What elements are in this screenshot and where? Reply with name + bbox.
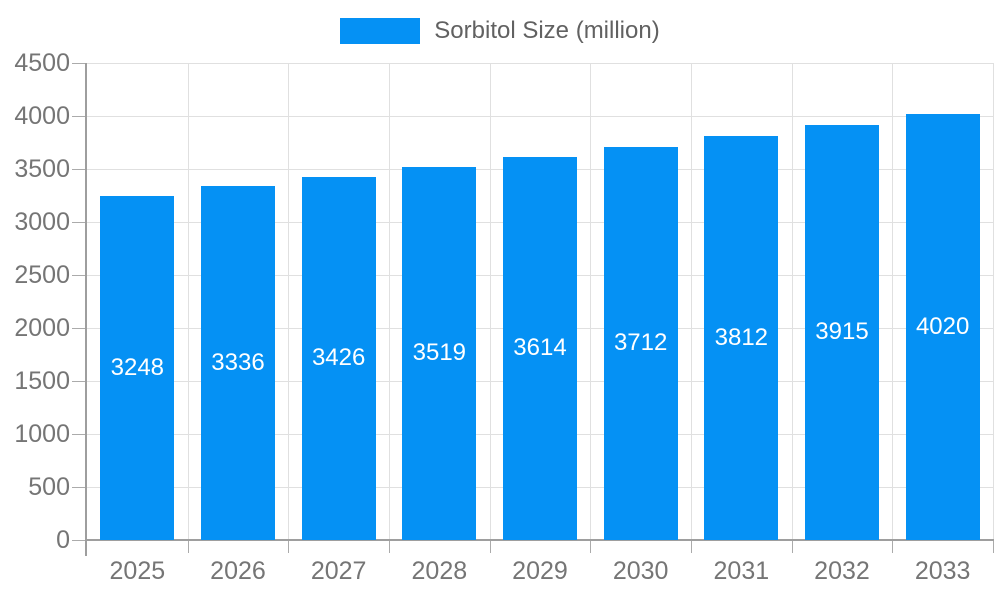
bar: 3812 [704, 135, 779, 540]
bar-value-label: 3519 [412, 339, 467, 367]
bar: 3614 [503, 156, 577, 540]
bar-value-label: 3336 [211, 349, 265, 377]
gridline-vertical [691, 63, 692, 540]
y-axis-tick [72, 540, 87, 541]
y-axis-label: 4500 [14, 49, 70, 77]
x-axis-tick [489, 540, 491, 553]
bar-value-label: 3915 [815, 318, 869, 346]
y-axis-label: 2000 [14, 314, 70, 342]
y-axis-tick [72, 222, 87, 223]
y-axis-label: 3000 [14, 208, 70, 236]
y-axis-tick [72, 487, 87, 488]
y-axis-label: 1000 [14, 420, 70, 448]
bar-value-label: 3248 [110, 353, 165, 381]
x-axis-label: 2032 [814, 557, 870, 585]
x-axis-label: 2026 [210, 557, 266, 585]
bar-value-label: 3812 [714, 323, 769, 351]
y-axis-label: 4000 [14, 102, 70, 130]
bar: 3519 [402, 166, 477, 540]
x-axis-tick [892, 540, 894, 553]
x-axis-tick [993, 540, 994, 553]
y-axis-tick [72, 169, 87, 170]
y-axis-label: 500 [28, 473, 70, 501]
y-axis-tick [72, 328, 87, 329]
y-axis-label: 0 [56, 526, 70, 554]
x-axis-label: 2033 [914, 557, 971, 585]
x-axis-label: 2029 [512, 557, 568, 585]
x-axis-tick [590, 540, 592, 553]
gridline-horizontal [87, 63, 994, 64]
bar: 3712 [603, 146, 678, 540]
x-axis-label: 2025 [109, 557, 166, 585]
bar: 3248 [100, 195, 175, 540]
bar-value-label: 4020 [915, 312, 970, 340]
y-axis-tick [72, 275, 87, 276]
legend[interactable]: Sorbitol Size (million) [0, 18, 1000, 44]
bar-value-label: 3426 [311, 344, 366, 372]
x-axis-label: 2028 [411, 557, 468, 585]
y-axis-label: 1500 [14, 367, 70, 395]
gridline-vertical [389, 63, 390, 540]
legend-swatch [340, 18, 421, 44]
y-axis-tick [72, 434, 87, 435]
gridline-vertical [187, 63, 189, 540]
bar-value-label: 3712 [613, 329, 668, 357]
y-axis-label: 3500 [14, 155, 70, 183]
legend-label: Sorbitol Size (million) [434, 17, 660, 44]
bar: 3336 [201, 186, 275, 540]
gridline-vertical [288, 63, 290, 540]
x-axis-tick [691, 540, 692, 553]
y-axis-label: 2500 [14, 261, 70, 289]
gridline-vertical [791, 63, 793, 540]
x-axis-label: 2031 [713, 557, 770, 585]
bar-value-label: 3614 [513, 334, 567, 362]
x-axis-tick [389, 540, 390, 553]
x-axis-line [85, 539, 994, 541]
bar: 4020 [905, 113, 980, 540]
x-axis-tick [791, 540, 793, 553]
y-axis-line [85, 63, 87, 556]
bar: 3426 [301, 176, 376, 540]
x-axis-label: 2027 [310, 557, 367, 585]
gridline-vertical [590, 63, 592, 540]
y-axis-tick [72, 116, 87, 117]
x-axis-label: 2030 [612, 557, 669, 585]
gridline-vertical [993, 63, 994, 540]
y-axis-tick [72, 63, 87, 64]
gridline-vertical [892, 63, 894, 540]
gridline-horizontal [87, 116, 994, 117]
gridline-vertical [489, 63, 491, 540]
bar: 3915 [805, 125, 879, 540]
x-axis-tick [187, 540, 189, 553]
x-axis-tick [288, 540, 290, 553]
y-axis-tick [72, 381, 87, 382]
